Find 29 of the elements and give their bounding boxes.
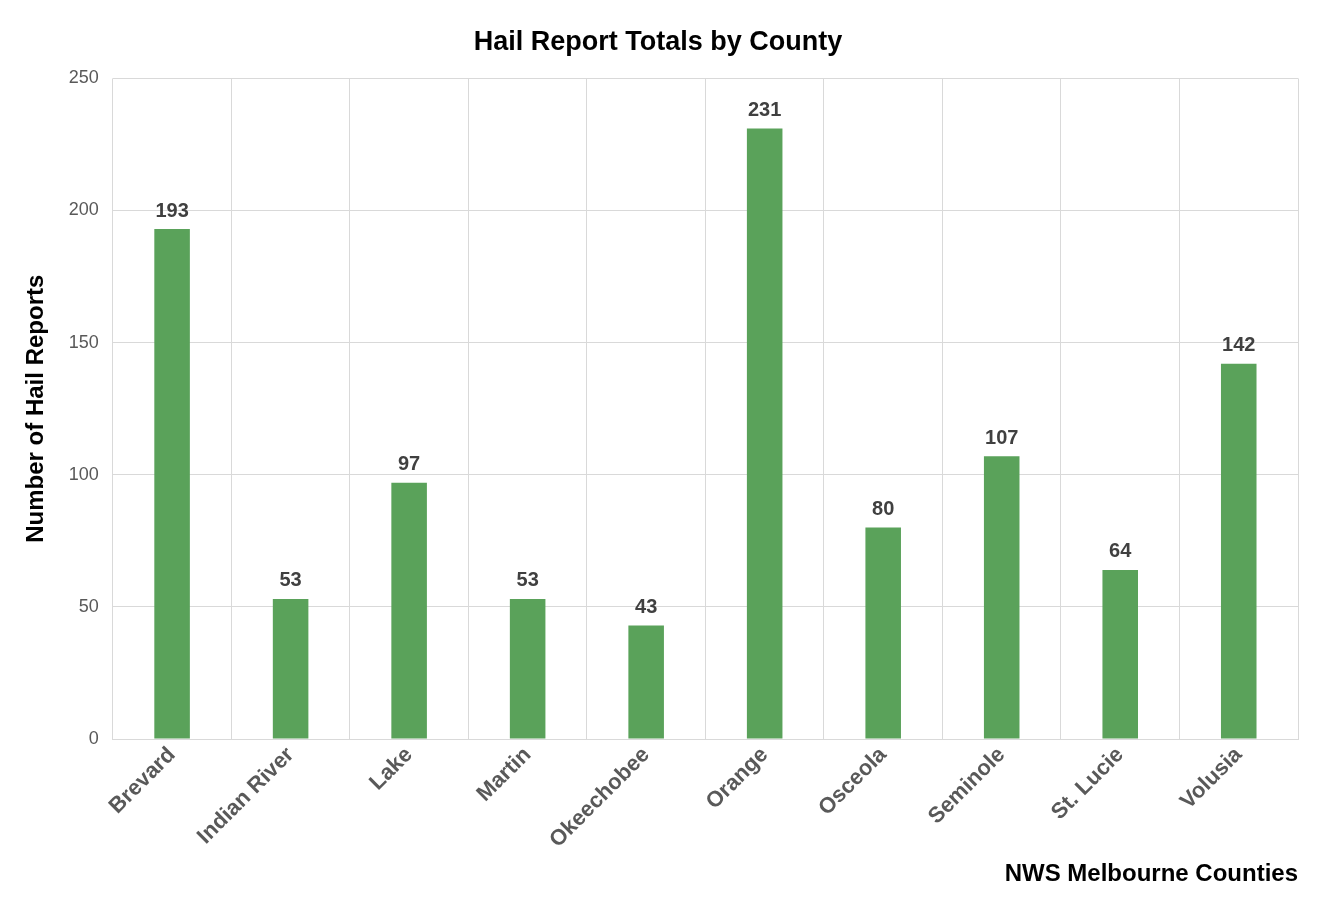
data-label: 231	[747, 98, 782, 121]
bar	[1220, 363, 1257, 739]
y-tick-label: 150	[68, 331, 99, 352]
data-label: 80	[872, 497, 895, 520]
bar	[865, 527, 901, 739]
x-axis-title: NWS Melbourne Counties	[1004, 859, 1298, 887]
data-label: 64	[1109, 539, 1133, 562]
bar	[746, 128, 783, 739]
data-label: 97	[398, 452, 421, 475]
data-label: 193	[155, 198, 189, 221]
bar	[154, 229, 190, 739]
bar	[983, 456, 1020, 739]
y-tick-label: 200	[68, 199, 99, 220]
data-label: 53	[516, 568, 539, 591]
y-axis-title: Number of Hail Reports	[21, 274, 49, 543]
data-label: 53	[279, 568, 302, 591]
bar	[391, 482, 427, 739]
bar	[509, 598, 546, 739]
data-label: 142	[1222, 333, 1256, 356]
data-label: 107	[985, 425, 1019, 448]
y-tick-label: 100	[68, 463, 99, 484]
y-tick-label: 0	[88, 727, 99, 748]
y-tick-label: 50	[78, 595, 99, 616]
bar	[272, 598, 309, 739]
chart-title: Hail Report Totals by County	[473, 25, 843, 56]
bar	[1102, 569, 1138, 739]
data-label: 43	[635, 594, 658, 617]
y-tick-label: 250	[68, 67, 99, 88]
bar	[628, 625, 664, 739]
